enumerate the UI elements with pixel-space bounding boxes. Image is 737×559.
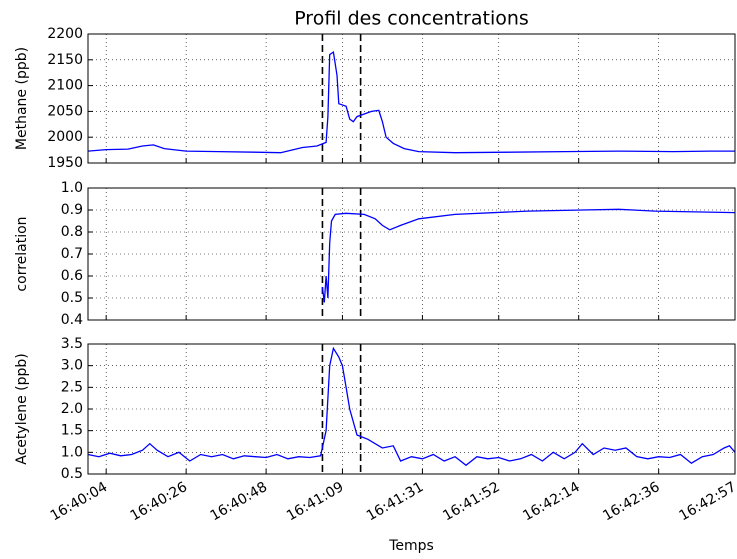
x-tick-label: 16:41:09 [284,479,346,524]
y-tick-label: 1.5 [61,423,83,439]
data-line [87,346,736,467]
y-tick-label: 2.0 [61,401,83,417]
y-tick-label: 0.4 [61,312,83,328]
y-tick-label: 0.6 [61,268,83,284]
y-tick-label: 0.7 [61,246,83,262]
y-tick-label: 3.5 [61,336,83,352]
plot-frame [87,33,736,164]
plot-frame [87,343,736,475]
x-tick-label: 16:42:57 [677,479,737,524]
y-tick-label: 2000 [47,129,83,145]
y-tick-label: 3.0 [61,358,83,374]
y-tick-label: 0.8 [61,224,83,240]
x-tick-label: 16:41:31 [364,479,426,524]
x-tick-label: 16:42:14 [520,479,583,524]
x-tick-label: 16:42:36 [600,479,663,524]
x-tick-label: 16:40:48 [208,479,270,524]
y-tick-label: 2200 [47,26,83,42]
data-line [321,208,736,303]
y-tick-label: 2.5 [61,379,83,395]
y-tick-label: 1.0 [61,444,83,460]
plot-frame [87,187,736,321]
x-axis-label: Temps [388,538,434,554]
data-line [87,50,735,154]
x-tick-label: 16:41:52 [440,479,502,524]
y-tick-label: 1.0 [61,180,83,196]
y-tick-label: 1950 [47,155,83,171]
y-tick-label: 0.5 [61,290,83,306]
chart-title: Profil des concentrations [294,8,529,30]
y-axis-label: Methane (ppb) [14,47,30,150]
x-tick-label: 16:40:26 [128,479,191,524]
y-tick-label: 0.9 [61,202,83,218]
y-axis-label: correlation [14,216,30,291]
y-tick-label: 2150 [47,52,83,68]
x-tick-label: 16:40:04 [48,479,111,524]
y-tick-label: 2100 [47,78,83,94]
y-axis-label: Acetylene (ppb) [14,353,30,464]
y-tick-label: 0.5 [61,466,83,482]
y-tick-label: 2050 [47,103,83,119]
